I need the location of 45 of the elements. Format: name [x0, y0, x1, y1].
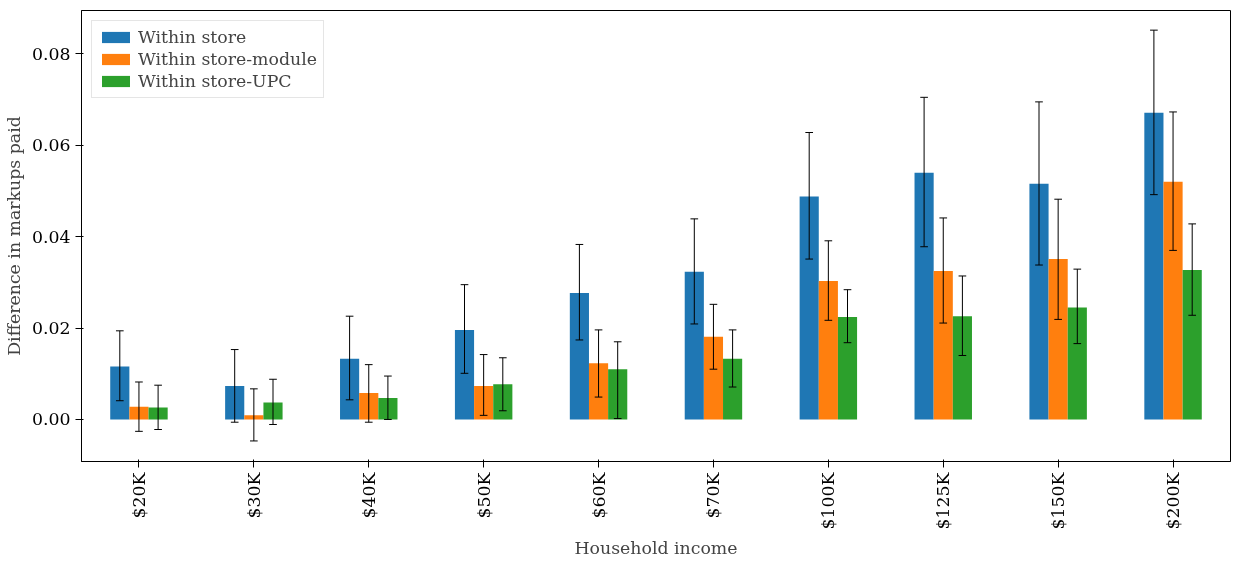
bar [1048, 259, 1068, 420]
bar [1182, 270, 1202, 420]
bar [359, 392, 379, 420]
y-tick-label: 0.00 [31, 409, 71, 430]
legend-label: Within store-UPC [138, 71, 292, 91]
bar [703, 336, 724, 420]
x-tick-label: $150K [1048, 471, 1069, 530]
y-tick-label: 0.02 [31, 318, 71, 339]
bar [454, 329, 475, 420]
x-tick-label: $40K [358, 471, 379, 519]
y-tick-label: 0.06 [31, 135, 71, 156]
x-tick-label: $200K [1163, 471, 1184, 530]
bar [608, 369, 628, 420]
bar [474, 386, 494, 420]
x-axis-title: Household income [574, 537, 738, 558]
bar [684, 271, 704, 420]
bar [569, 292, 589, 420]
bar [588, 363, 609, 420]
bar [1163, 181, 1183, 420]
y-tick-label: 0.08 [31, 43, 71, 64]
x-tick-label: $50K [473, 471, 494, 519]
y-axis-title: Difference in markups paid [3, 116, 24, 356]
bar [1067, 307, 1087, 420]
bar [837, 317, 858, 420]
bar [914, 172, 934, 420]
bar [110, 366, 130, 420]
y-tick-label: 0.04 [31, 226, 71, 247]
x-tick-label: $100K [818, 471, 839, 530]
bar [1144, 112, 1164, 420]
bar [723, 358, 743, 420]
x-tick-label: $60K [588, 471, 609, 519]
bar [818, 281, 838, 420]
bar [493, 384, 513, 420]
bar [340, 358, 360, 420]
bar [1029, 183, 1049, 420]
bar [952, 316, 972, 420]
x-tick-label: $70K [703, 471, 724, 519]
x-tick-label: $125K [933, 471, 954, 530]
bar [225, 386, 245, 420]
bar [933, 270, 953, 420]
legend-label: Within store-module [138, 49, 317, 69]
x-tick-label: $20K [128, 471, 149, 519]
bar [799, 196, 819, 420]
x-tick-label: $30K [243, 471, 264, 519]
legend-label: Within store [138, 27, 247, 47]
